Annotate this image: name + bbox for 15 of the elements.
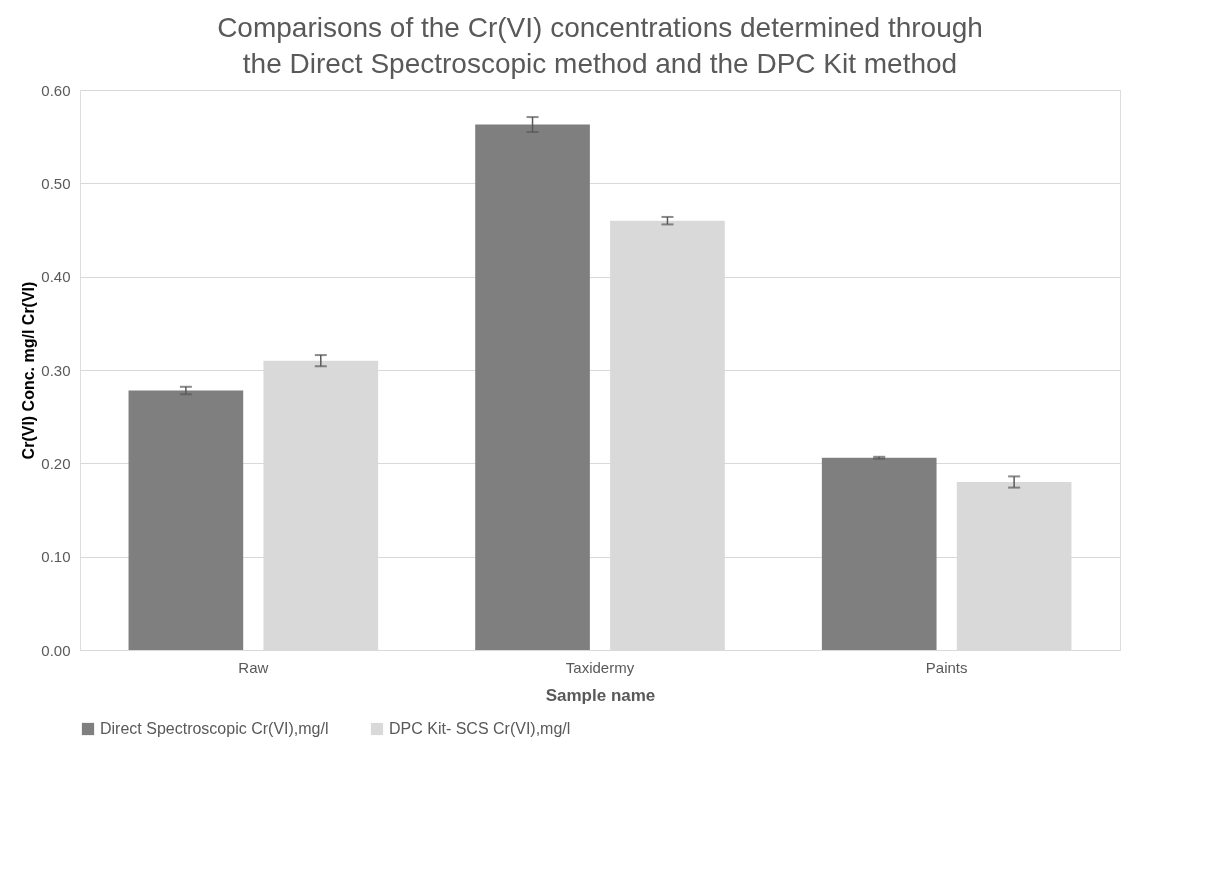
y-tick-label: 0.40 (41, 268, 71, 286)
legend-label: Direct Spectroscopic Cr(VI),mg/l (100, 720, 329, 737)
x-tick-label: Paints (925, 658, 968, 676)
legend-label: DPC Kit- SCS Cr(VI),mg/l (389, 720, 571, 737)
x-tick-label: Raw (238, 658, 269, 676)
y-tick-label: 0.30 (41, 361, 71, 379)
x-axis-title: Sample name (545, 685, 656, 705)
chart-title: Comparisons of the Cr(VI) concentrations determined through the Direct Spectroscopic method and the DPC Kit method (217, 12, 983, 79)
x-tick-label: Taxidermy (565, 658, 635, 676)
y-tick-label: 0.20 (41, 454, 71, 472)
y-tick-label: 0.50 (41, 174, 71, 192)
y-tick-label: 0.10 (41, 548, 71, 566)
y-tick-label: 0.00 (41, 641, 71, 659)
y-tick-label: 0.60 (41, 81, 71, 99)
y-axis-title: Cr(VI) Conc. mg/l Cr(VI) (20, 281, 38, 460)
